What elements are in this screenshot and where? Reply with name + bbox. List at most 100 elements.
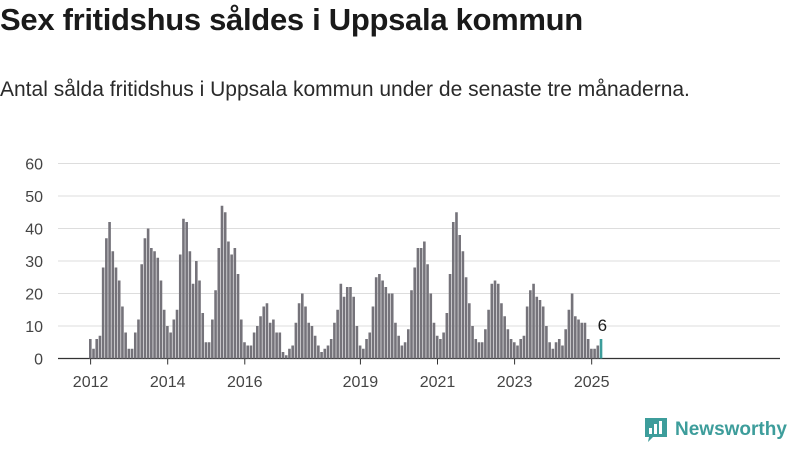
bar	[117, 280, 121, 359]
bar	[162, 309, 166, 359]
bar	[426, 264, 429, 359]
bar	[326, 345, 330, 359]
bar	[246, 345, 249, 359]
bar	[95, 339, 99, 359]
bar	[146, 228, 150, 359]
bar	[397, 335, 400, 359]
bar	[358, 345, 362, 359]
bar	[156, 257, 160, 359]
bar	[506, 329, 510, 359]
bar	[89, 339, 92, 359]
bar	[291, 345, 294, 359]
bar	[297, 303, 301, 359]
bar	[320, 352, 323, 359]
bar	[477, 342, 481, 359]
bar	[471, 326, 474, 359]
bar	[233, 248, 237, 359]
bar	[300, 293, 304, 359]
bars	[89, 205, 603, 359]
bar	[493, 280, 497, 359]
bar	[137, 319, 140, 359]
bar	[503, 316, 506, 359]
bar	[519, 339, 523, 359]
brand-name: Newsworthy	[675, 419, 787, 440]
bar	[474, 339, 478, 359]
bar	[169, 332, 172, 359]
bar	[567, 309, 571, 359]
bar	[143, 238, 147, 359]
bar	[419, 248, 423, 359]
y-tick-label: 40	[25, 222, 43, 239]
bar	[448, 274, 452, 359]
bar	[390, 293, 394, 359]
bar	[140, 264, 143, 359]
bar	[288, 348, 291, 359]
bar	[583, 322, 587, 359]
bar	[461, 251, 465, 359]
bar	[252, 332, 256, 359]
bar	[175, 309, 179, 359]
bar	[445, 313, 449, 359]
highlight-data-label: 6	[598, 316, 607, 335]
bar	[339, 283, 343, 359]
bar	[500, 303, 503, 359]
bar	[133, 332, 137, 359]
bar	[554, 342, 558, 359]
bar	[172, 319, 176, 359]
bar	[278, 332, 282, 359]
bar	[590, 348, 593, 359]
bar	[374, 277, 378, 359]
bar	[336, 309, 339, 359]
bar	[166, 326, 169, 359]
bar	[130, 348, 134, 359]
bar	[535, 296, 539, 359]
chart-bubble-icon	[645, 418, 667, 442]
bar	[529, 290, 532, 359]
bar	[284, 355, 288, 359]
bar	[230, 254, 233, 359]
bar	[101, 267, 105, 359]
bar	[249, 345, 253, 359]
x-tick-label: 2023	[497, 374, 533, 391]
bar	[198, 280, 201, 359]
bar	[378, 274, 381, 359]
bar	[455, 212, 458, 359]
bar	[352, 296, 355, 359]
bar	[111, 251, 115, 359]
bar	[262, 306, 266, 359]
x-tick-label: 2012	[73, 374, 109, 391]
bar	[217, 248, 221, 359]
bar	[98, 335, 102, 359]
y-tick-label: 10	[25, 319, 43, 336]
bar	[259, 316, 262, 359]
y-tick-label: 20	[25, 287, 43, 304]
bar	[159, 280, 163, 359]
bar	[188, 251, 192, 359]
bar	[329, 339, 333, 359]
bar	[294, 322, 298, 359]
bar	[195, 261, 198, 359]
chart-title: Sex fritidshus såldes i Uppsala kommun	[0, 2, 583, 37]
y-tick-label: 0	[34, 352, 43, 369]
bar	[227, 241, 230, 359]
bar-chart: 0 10 20 30 40 50 60 2012 2014 2016 2019 2021 2023 202…	[25, 157, 780, 391]
bar	[596, 345, 600, 359]
bar	[365, 339, 368, 359]
bar	[191, 283, 195, 359]
bar	[268, 322, 272, 359]
bar	[509, 339, 513, 359]
bar	[490, 283, 494, 359]
x-tick-label: 2014	[150, 374, 186, 391]
bar	[394, 322, 397, 359]
bar	[577, 319, 580, 359]
bar	[371, 306, 375, 359]
bar	[435, 335, 439, 359]
bar	[551, 348, 555, 359]
bar	[410, 290, 413, 359]
bar	[178, 254, 182, 359]
bar	[522, 335, 526, 359]
bar	[545, 326, 548, 359]
bar	[487, 309, 490, 359]
bar	[239, 319, 243, 359]
chart-subtitle: Antal sålda fritidshus i Uppsala kommun …	[0, 78, 690, 101]
